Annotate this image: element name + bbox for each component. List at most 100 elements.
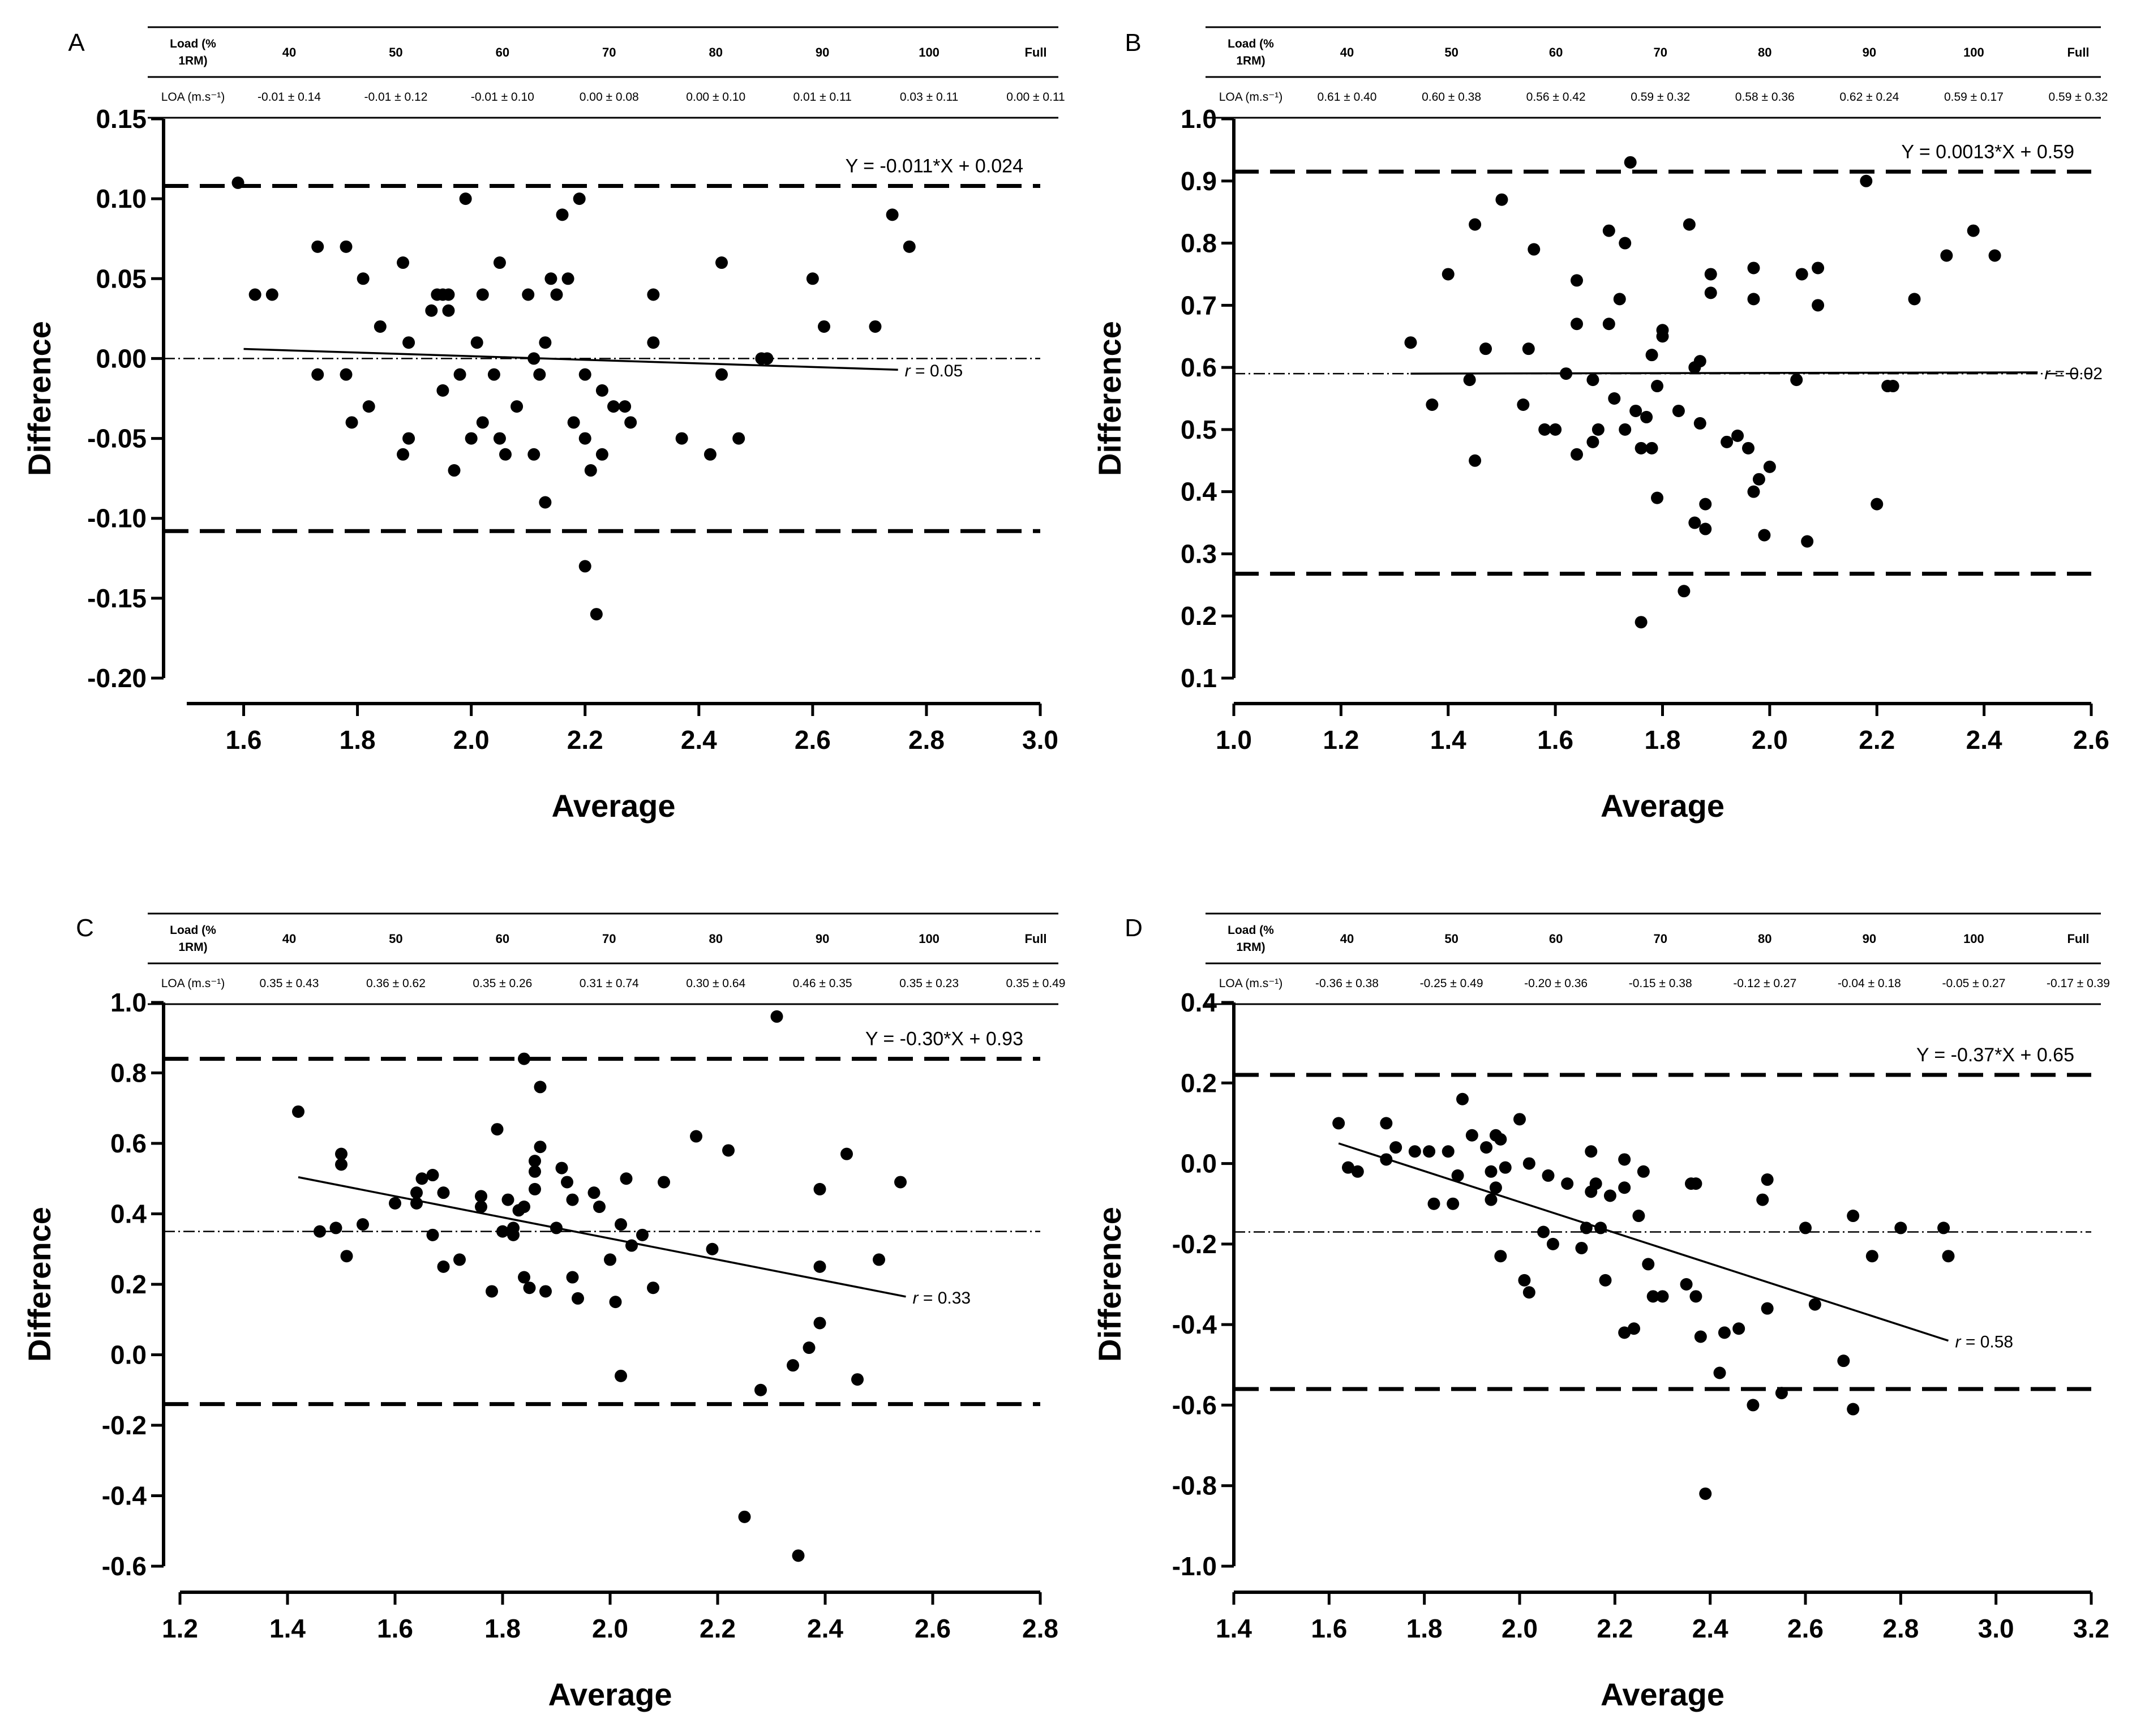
table-load-cell: Full: [2067, 932, 2089, 946]
data-point: [529, 1165, 541, 1178]
data-point: [1632, 1210, 1645, 1223]
table-load-cell: 40: [1340, 45, 1354, 59]
data-point: [803, 1341, 816, 1354]
data-point: [1575, 1241, 1588, 1254]
table-loa-cell: -0.17 ± 0.39: [2047, 977, 2110, 990]
data-point: [415, 1172, 428, 1185]
table-loa-cell: 0.00 ± 0.10: [686, 91, 745, 104]
data-point: [1758, 529, 1771, 542]
data-point: [314, 1225, 326, 1238]
data-point: [459, 192, 472, 205]
data-point: [1689, 1290, 1702, 1303]
data-point: [1847, 1210, 1860, 1223]
table-loa-cell: 0.35 ± 0.26: [473, 977, 532, 990]
data-point: [426, 1228, 439, 1241]
data-point: [1847, 1403, 1860, 1416]
data-point: [1469, 454, 1482, 467]
data-point: [1619, 237, 1632, 250]
data-point: [529, 1182, 541, 1195]
loa-table: Load (% 1RM) LOA (m.s⁻¹) 40 50 60 70 80 90 100 Ful…: [148, 26, 1065, 119]
data-point: [410, 1197, 423, 1210]
data-point: [265, 288, 278, 301]
regression-line: [243, 348, 898, 371]
data-point: [556, 208, 569, 221]
data-point: [595, 448, 608, 461]
x-tick-label: 2.4: [681, 725, 717, 755]
table-load-cell: 70: [602, 45, 616, 59]
data-point: [1380, 1153, 1393, 1166]
data-point: [437, 1260, 450, 1273]
data-point: [1752, 473, 1765, 486]
table-load-cell: 50: [1444, 932, 1458, 946]
table-load-cell: 80: [709, 45, 722, 59]
x-tick-label: 3.0: [1022, 725, 1058, 755]
data-point: [476, 416, 489, 429]
data-point: [1731, 429, 1744, 442]
data-point: [1528, 243, 1541, 256]
table-loa-cell: 0.60 ± 0.38: [1422, 91, 1481, 104]
table-loa-cell: 0.31 ± 0.74: [580, 977, 639, 990]
data-point: [1389, 1141, 1402, 1154]
y-axis-title: Difference: [1092, 321, 1127, 476]
data-point: [311, 240, 324, 253]
data-point: [1571, 318, 1583, 331]
data-point: [357, 1218, 369, 1231]
data-point: [587, 1186, 600, 1199]
r-value: = 0.58: [1961, 1333, 2014, 1352]
data-point: [1465, 1129, 1478, 1142]
table-loa-cell: 0.00 ± 0.08: [580, 91, 639, 104]
y-tick-label: 0.2: [110, 1270, 147, 1299]
data-point: [1499, 1161, 1512, 1174]
data-point: [389, 1197, 401, 1210]
data-point: [1808, 1298, 1821, 1311]
x-tick-label: 1.4: [1216, 1614, 1252, 1643]
table-loa-cell: 0.35 ± 0.43: [260, 977, 319, 990]
data-point: [1718, 1326, 1731, 1339]
data-point: [329, 1221, 342, 1235]
data-point: [1713, 1366, 1726, 1379]
y-tick-label: 0.0: [110, 1340, 147, 1370]
table-loa-cell: 0.46 ± 0.35: [793, 977, 852, 990]
data-point: [1699, 498, 1712, 511]
data-points: [1332, 1092, 1955, 1500]
data-point: [903, 240, 916, 253]
x-tick-label: 2.6: [915, 1614, 951, 1643]
y-tick-label: 0.4: [1181, 988, 1217, 1017]
data-point: [1408, 1145, 1421, 1158]
r-value-label: r = 0.33: [913, 1289, 971, 1308]
data-point: [1693, 417, 1706, 430]
table-load-cell: Full: [1024, 45, 1046, 59]
data-point: [1747, 485, 1760, 498]
data-point: [609, 1296, 622, 1309]
data-point: [1522, 1286, 1535, 1299]
data-point: [1629, 404, 1642, 417]
data-point: [425, 304, 438, 317]
data-point: [1589, 1177, 1602, 1190]
table-loa-cell: 0.61 ± 0.40: [1318, 91, 1377, 104]
table-load-cell: 90: [1863, 932, 1876, 946]
regression-equation: Y = -0.011*X + 0.024: [846, 156, 1023, 177]
data-point: [487, 368, 500, 381]
data-point: [1651, 491, 1664, 504]
data-point: [715, 368, 728, 381]
data-point: [1775, 1387, 1788, 1400]
data-point: [1480, 1141, 1493, 1154]
table-load-cell: Full: [2067, 45, 2089, 59]
x-tick-label: 2.0: [453, 725, 490, 755]
x-tick-label: 1.2: [1323, 725, 1359, 755]
data-point: [292, 1105, 304, 1118]
table-loa-cell: 0.30 ± 0.64: [686, 977, 745, 990]
data-point: [1332, 1117, 1345, 1130]
data-point: [658, 1176, 670, 1189]
data-point: [595, 384, 608, 397]
data-point: [1699, 1487, 1712, 1500]
data-point: [636, 1228, 649, 1241]
y-tick-label: 0.4: [110, 1199, 147, 1229]
table-loa-cell: -0.01 ± 0.10: [471, 91, 534, 104]
data-point: [499, 448, 512, 461]
y-tick-label: 0.10: [96, 184, 147, 213]
panel-letter: A: [68, 29, 85, 57]
data-point: [604, 1253, 616, 1266]
table-loa-cell: 0.35 ± 0.49: [1006, 977, 1066, 990]
